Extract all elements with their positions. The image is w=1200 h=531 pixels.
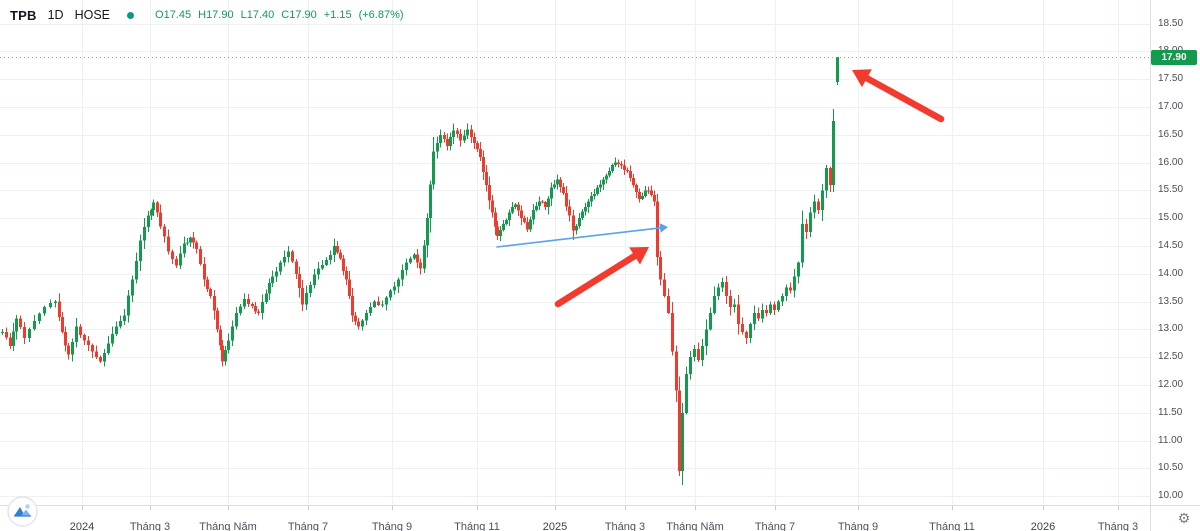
price-tick-label: 18.50	[1158, 17, 1184, 29]
time-tick-label: Tháng 3	[1097, 521, 1139, 531]
high-value: H17.90	[198, 9, 234, 21]
exchange-name: HOSE	[74, 8, 111, 22]
gear-icon[interactable]: ⚙	[1177, 510, 1191, 526]
time-tick-mark	[228, 506, 229, 510]
time-tick-mark	[555, 506, 556, 510]
time-tick-label: 2024	[69, 521, 95, 531]
price-axis[interactable]: 17.90 18.5018.0017.5017.0016.5016.0015.5…	[1150, 0, 1200, 505]
time-tick-label: Tháng 9	[837, 521, 879, 531]
price-tick-label: 15.50	[1158, 184, 1184, 196]
candlestick-chart[interactable]	[0, 0, 1150, 505]
price-tick-label: 13.50	[1158, 295, 1184, 307]
time-tick-label: Tháng 3	[129, 521, 171, 531]
close-value: C17.90	[281, 9, 317, 21]
price-tick-label: 11.50	[1158, 406, 1183, 418]
symbol-name[interactable]: TPB	[10, 7, 37, 23]
price-tick-label: 17.50	[1158, 73, 1184, 85]
symbol-legend: TPB 1D HOSE O17.45 H17.90 L17.40 C17.90 …	[10, 5, 404, 25]
price-tick-label: 10.00	[1158, 490, 1184, 502]
price-tick-label: 11.00	[1158, 434, 1183, 446]
ohlc-readout: O17.45 H17.90 L17.40 C17.90 +1.15 (+6.87…	[155, 9, 404, 21]
price-tick-label: 16.50	[1158, 128, 1184, 140]
time-tick-mark	[477, 506, 478, 510]
price-tick-label: 12.50	[1158, 351, 1184, 363]
last-price-badge: 17.90	[1151, 49, 1197, 65]
red-annotation-arrow[interactable]	[554, 252, 638, 308]
time-tick-label: Tháng Năm	[199, 521, 257, 531]
time-tick-label: Tháng 3	[604, 521, 646, 531]
time-tick-label: Tháng Năm	[666, 521, 724, 531]
time-tick-label: Tháng 7	[287, 521, 329, 531]
time-tick-mark	[392, 506, 393, 510]
price-tick-label: 17.00	[1158, 101, 1184, 113]
time-tick-mark	[150, 506, 151, 510]
price-tick-label: 16.00	[1158, 156, 1184, 168]
red-annotation-arrow-head[interactable]	[852, 69, 872, 88]
time-axis[interactable]: 2024 Tháng 3 Tháng Năm Tháng 7 Tháng 9 Tháng …	[0, 506, 1150, 531]
red-annotation-arrow[interactable]	[863, 74, 945, 123]
market-status-dot-icon	[127, 11, 135, 19]
time-tick-label: Tháng 7	[754, 521, 796, 531]
low-value: L17.40	[240, 9, 275, 21]
interval-selector[interactable]: 1D	[47, 8, 64, 22]
price-tick-label: 13.00	[1158, 323, 1184, 335]
change-value: +1.15	[323, 9, 352, 21]
time-tick-mark	[775, 506, 776, 510]
time-tick-mark	[308, 506, 309, 510]
time-tick-mark	[1043, 506, 1044, 510]
time-tick-mark	[82, 506, 83, 510]
time-tick-mark	[952, 506, 953, 510]
time-tick-label: 2026	[1030, 521, 1056, 531]
time-tick-label: Tháng 11	[929, 521, 975, 531]
mountain-logo-icon[interactable]	[7, 496, 38, 527]
time-tick-mark	[695, 506, 696, 510]
blue-trendline-arrow-head[interactable]	[659, 223, 668, 233]
blue-trendline-arrow[interactable]	[496, 227, 661, 248]
price-tick-label: 12.00	[1158, 379, 1184, 391]
time-tick-label: Tháng 11	[454, 521, 500, 531]
change-pct-value: (+6.87%)	[358, 9, 404, 21]
price-axis-border	[1150, 0, 1151, 531]
time-tick-mark	[1118, 506, 1119, 510]
open-value: O17.45	[155, 9, 192, 21]
time-tick-label: 2025	[542, 521, 568, 531]
price-tick-label: 10.50	[1158, 462, 1184, 474]
time-tick-mark	[858, 506, 859, 510]
time-tick-mark	[625, 506, 626, 510]
price-tick-label: 15.00	[1158, 212, 1184, 224]
candles-layer	[1, 57, 839, 485]
time-tick-label: Tháng 9	[371, 521, 413, 531]
time-axis-border	[0, 505, 1200, 506]
price-tick-label: 14.00	[1158, 267, 1184, 279]
red-annotation-arrow-head[interactable]	[629, 247, 649, 265]
price-tick-label: 14.50	[1158, 240, 1184, 252]
